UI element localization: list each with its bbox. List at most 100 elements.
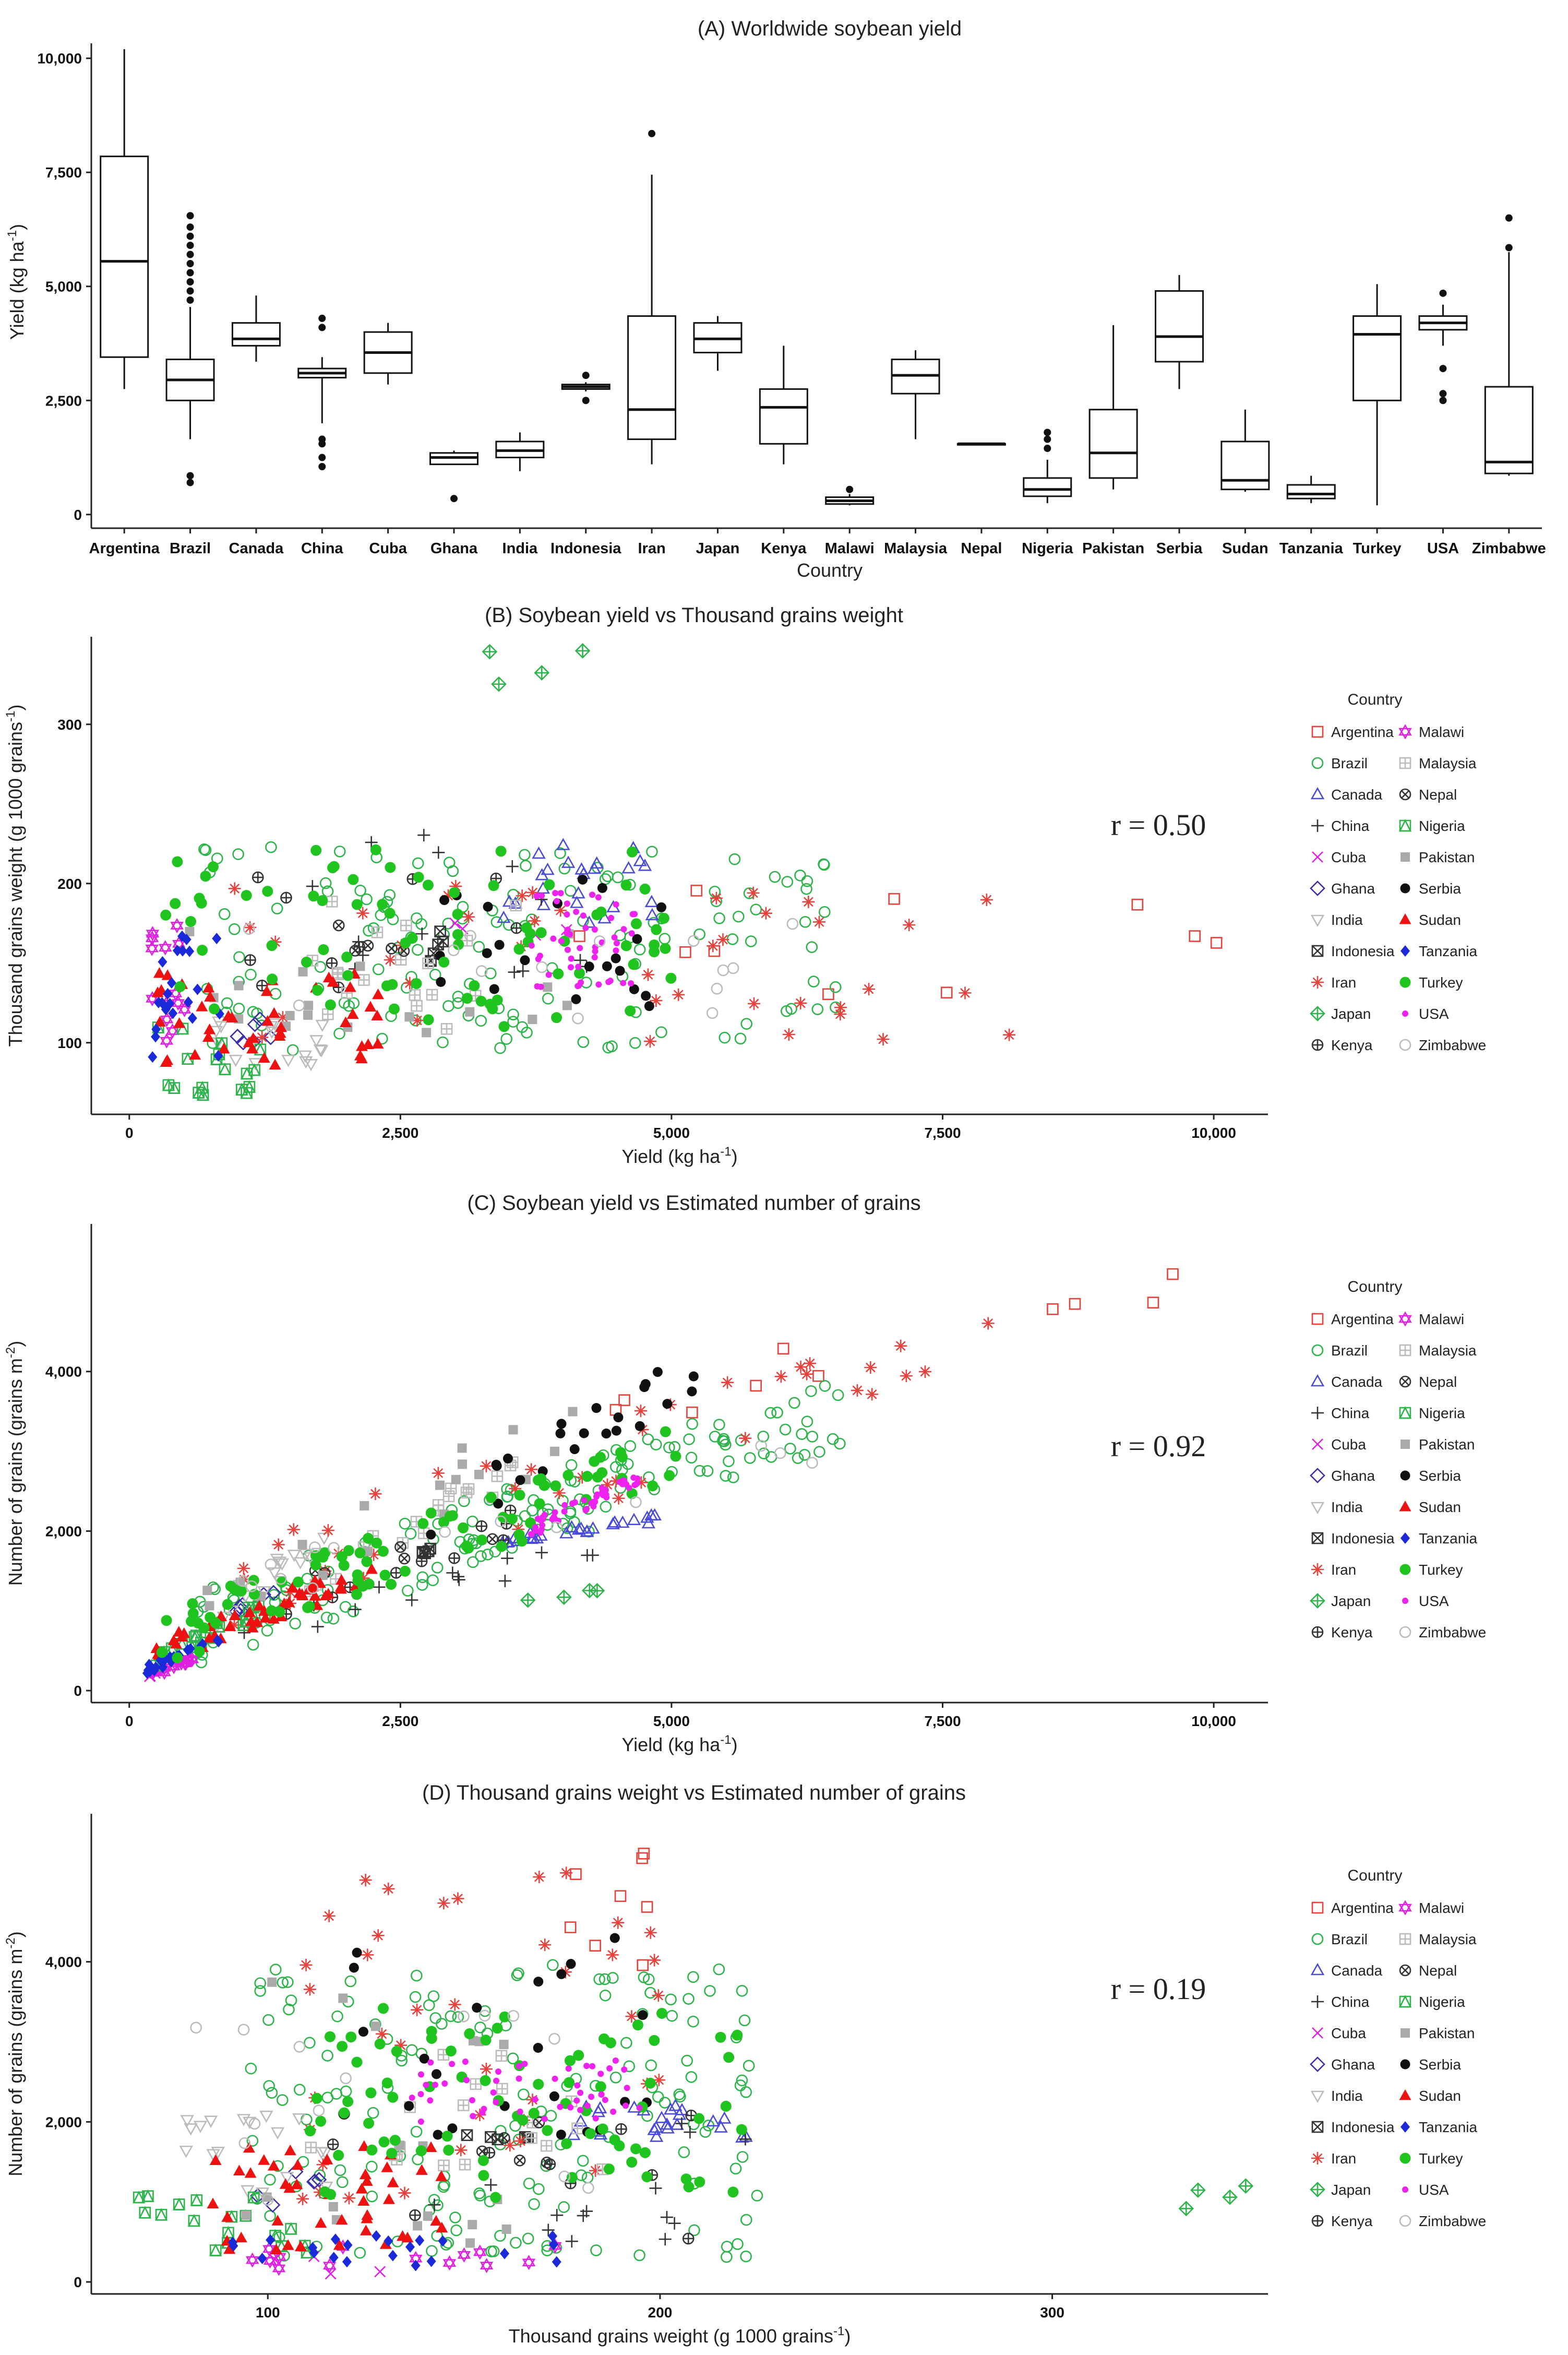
point-pakistan: [185, 926, 195, 936]
point-usa: [591, 926, 598, 933]
country-label: Zimbabwe: [1472, 540, 1546, 557]
country-label: Indonesia: [550, 540, 621, 557]
point-brazil: [261, 1624, 273, 1637]
shape: [330, 2088, 343, 2100]
shape: [449, 917, 461, 929]
shape: [452, 997, 464, 1009]
shape: [458, 1495, 470, 1507]
point-usa: [588, 2094, 595, 2100]
shape: [155, 2208, 167, 2221]
point-brazil: [404, 1528, 417, 1540]
point-brazil: [652, 2091, 664, 2103]
point-sudan: [268, 1007, 280, 1018]
shape: [293, 2041, 306, 2053]
shape: [492, 2023, 503, 2034]
shape: [169, 990, 183, 1001]
shape: [1069, 1298, 1081, 1310]
shape: [153, 1016, 166, 1027]
shape: [229, 1609, 241, 1621]
point-canada: [536, 898, 551, 910]
shape: [207, 2197, 219, 2209]
point-malaysia: [371, 926, 384, 938]
shape: [644, 1001, 654, 1012]
shape: [642, 1433, 654, 1445]
outlier-point: [648, 129, 656, 137]
shape: [566, 1959, 576, 1969]
point-sudan: [247, 1032, 259, 1043]
shape: [262, 886, 273, 897]
point-sudan: [355, 1040, 368, 1051]
point-brazil: [699, 2126, 712, 2138]
shape: [480, 2035, 492, 2046]
point-usa: [441, 2080, 448, 2087]
shape: [378, 2003, 389, 2014]
point-iran: [480, 2063, 493, 2076]
shape: [339, 2107, 350, 2119]
shape: [318, 2147, 332, 2160]
shape: [798, 1449, 811, 1461]
shape: [304, 2125, 316, 2137]
shape: [458, 1459, 468, 1469]
shape: [247, 2191, 260, 2204]
shape: [298, 1056, 313, 1069]
shape: [521, 2061, 528, 2067]
point-brazil: [599, 1973, 611, 1985]
point-china: [417, 829, 430, 842]
legend-label-japan: Japan: [1331, 2182, 1371, 2198]
shape: [565, 885, 577, 897]
shape: [178, 945, 188, 957]
point-turkey: [389, 2135, 401, 2146]
shape: [145, 941, 159, 953]
point-kenya: [475, 1520, 488, 1532]
point-turkey: [544, 879, 555, 890]
box-cuba: Cuba: [363, 323, 413, 557]
shape: [283, 2003, 295, 2016]
point-kenya: [252, 871, 264, 884]
point-usa: [423, 2082, 429, 2088]
shape: [878, 1034, 888, 1044]
shape: [806, 1431, 819, 1443]
shape: [313, 2104, 325, 2116]
point-brazil: [366, 2190, 378, 2203]
point-argentina: [822, 988, 834, 1001]
point-usa: [557, 890, 564, 897]
shape: [1310, 914, 1325, 927]
point-malaysia: [440, 1023, 453, 1035]
shape: [614, 1890, 627, 1902]
shape: [274, 1027, 286, 1038]
shape: [495, 1515, 507, 1528]
shape: [151, 1023, 161, 1035]
shape: [771, 1407, 783, 1419]
shape: [832, 1389, 844, 1401]
point-turkey: [351, 899, 363, 910]
shape: [745, 935, 757, 947]
shape: [522, 2232, 534, 2245]
point-argentina: [637, 1959, 649, 1971]
shape: [351, 899, 363, 910]
legend-label-canada: Canada: [1331, 1374, 1383, 1390]
shape: [717, 964, 729, 977]
legend-key-serbia: [1400, 2059, 1410, 2069]
point-turkey: [387, 2091, 399, 2103]
shape: [463, 2077, 470, 2084]
shape: [437, 935, 449, 948]
shape: [187, 1608, 199, 1619]
legend-key-nigeria: [1398, 1995, 1412, 2008]
point-argentina: [589, 1940, 601, 1952]
point-sudan: [271, 2215, 284, 2226]
point-iran: [369, 1488, 382, 1501]
legend-key-usa: [1402, 2186, 1408, 2193]
point-malaysia: [525, 2132, 537, 2144]
point-argentina: [1131, 898, 1144, 911]
point-sudan: [364, 1001, 377, 1012]
shape: [777, 1342, 789, 1355]
shape: [275, 2239, 288, 2252]
point-india: [275, 1558, 289, 1571]
shape: [189, 1628, 203, 1642]
point-usa: [631, 911, 638, 918]
shape: [751, 2190, 763, 2202]
country-label: Brazil: [170, 540, 211, 557]
point-serbia: [439, 895, 450, 906]
point-serbia: [352, 1947, 362, 1958]
point-canada: [502, 894, 517, 907]
